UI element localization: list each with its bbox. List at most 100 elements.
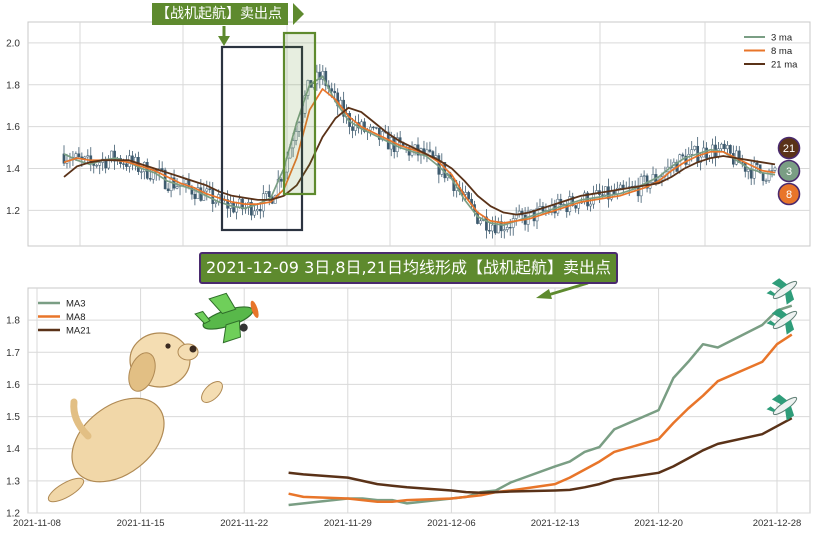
top-legend-label-2: 21 ma xyxy=(771,60,798,71)
bottom-ma-line-MA21 xyxy=(288,417,793,495)
price-candle-body xyxy=(62,153,66,164)
price-candle-body xyxy=(428,149,432,152)
price-candle xyxy=(556,193,560,217)
price-candle-body xyxy=(761,172,765,181)
price-candle-body xyxy=(690,149,694,155)
price-candle xyxy=(607,178,610,208)
plane-wing-top xyxy=(771,394,788,405)
top-ma-line-8ma xyxy=(63,87,776,224)
price-candle-body xyxy=(377,127,381,140)
bottom-legend-label-1: MA8 xyxy=(66,312,86,323)
price-candle-body xyxy=(574,205,578,209)
price-candle-body xyxy=(375,127,378,129)
bottom-xtick-label-0: 2021-11-08 xyxy=(13,518,61,529)
highlight-box-green xyxy=(282,31,317,196)
bottom-xtick-label-1: 2021-11-15 xyxy=(117,518,165,529)
puppy-ear xyxy=(128,352,156,392)
price-candle xyxy=(773,166,777,173)
price-candle xyxy=(214,200,218,208)
ma-badge-circle xyxy=(777,159,801,183)
price-candle-body xyxy=(681,154,685,157)
plane-icon-ma21 xyxy=(766,394,798,421)
ma-badge-circle xyxy=(777,136,801,160)
price-candle-body xyxy=(556,198,560,214)
price-candle-body xyxy=(74,153,78,158)
price-candle-body xyxy=(267,191,271,197)
price-candle-body xyxy=(764,180,768,182)
mid-banner-pointer-shaft xyxy=(547,281,589,297)
price-candle-body xyxy=(642,175,646,177)
price-candle-body xyxy=(169,177,173,191)
price-candle-body xyxy=(86,155,90,158)
price-candle-body xyxy=(589,203,592,207)
price-candle-body xyxy=(351,126,354,131)
toy-plane-tail xyxy=(194,310,211,325)
price-candle-body xyxy=(333,90,337,94)
top-ma-line-21ma xyxy=(63,106,776,216)
top-banner-arrow-tip xyxy=(293,3,304,25)
price-candle xyxy=(95,163,99,169)
puppy-illustration xyxy=(47,332,223,503)
plane-wing-bottom xyxy=(785,289,795,305)
price-candle-body xyxy=(496,221,500,234)
ma-badge-21: 21 xyxy=(777,136,801,160)
price-candle xyxy=(98,159,102,175)
price-candle-body xyxy=(729,145,732,154)
puppy-body xyxy=(71,397,165,483)
price-candle xyxy=(372,126,375,131)
price-candle-body xyxy=(318,71,322,80)
price-candle-body xyxy=(166,188,170,191)
price-candle-body xyxy=(618,184,622,189)
mid-banner-pointer-head xyxy=(536,289,552,299)
toy-plane-propeller xyxy=(250,300,259,318)
price-candle-body xyxy=(699,156,702,163)
ma-badge-3: 3 xyxy=(777,159,801,183)
price-candle-body xyxy=(303,95,307,114)
price-candle xyxy=(642,170,646,183)
price-candle-body xyxy=(83,156,87,159)
price-candle xyxy=(62,145,66,167)
price-candle xyxy=(693,145,697,152)
price-candle-body xyxy=(291,140,295,149)
price-candle xyxy=(618,182,622,189)
top-ytick-label-0: 1.2 xyxy=(6,206,20,217)
price-candle-body xyxy=(749,168,753,179)
price-candle-body xyxy=(175,186,179,189)
price-candle-body xyxy=(499,221,503,232)
price-candle xyxy=(499,214,503,238)
price-candle-body xyxy=(77,153,81,158)
price-candle xyxy=(279,177,283,188)
bottom-xtick-label-3: 2021-11-29 xyxy=(324,518,372,529)
price-candle-body xyxy=(264,191,268,194)
price-candle-body xyxy=(214,202,218,204)
bottom-ytick-label-3: 1.5 xyxy=(6,412,20,423)
price-candle-body xyxy=(678,154,682,172)
price-candle xyxy=(113,144,116,170)
price-candle xyxy=(723,140,726,154)
price-candle-body xyxy=(491,224,494,232)
decorations xyxy=(47,278,798,503)
price-candle xyxy=(139,167,143,180)
plane-tail xyxy=(766,406,776,412)
price-candle xyxy=(485,208,488,239)
price-candle-body xyxy=(505,227,509,230)
price-candle xyxy=(729,144,732,155)
top-banner-pointer-head xyxy=(218,36,230,46)
price-candle xyxy=(169,173,173,198)
bottom-ytick-label-6: 1.8 xyxy=(6,316,20,327)
price-candle-body xyxy=(514,214,518,219)
puppy-nose xyxy=(189,345,197,353)
price-candle xyxy=(467,190,470,200)
top-ytick-label-3: 1.8 xyxy=(6,80,20,91)
price-candle-body xyxy=(488,230,491,232)
plane-wing-top xyxy=(771,308,788,319)
highlight-box-dark xyxy=(220,45,304,232)
price-candle xyxy=(303,90,307,118)
top-plot-frame xyxy=(27,21,811,247)
price-candle-body xyxy=(720,143,723,150)
price-candle-body xyxy=(494,224,497,234)
price-candle xyxy=(746,167,750,180)
price-candle-body xyxy=(464,192,467,195)
bottom-ytick-label-0: 1.2 xyxy=(6,509,20,520)
